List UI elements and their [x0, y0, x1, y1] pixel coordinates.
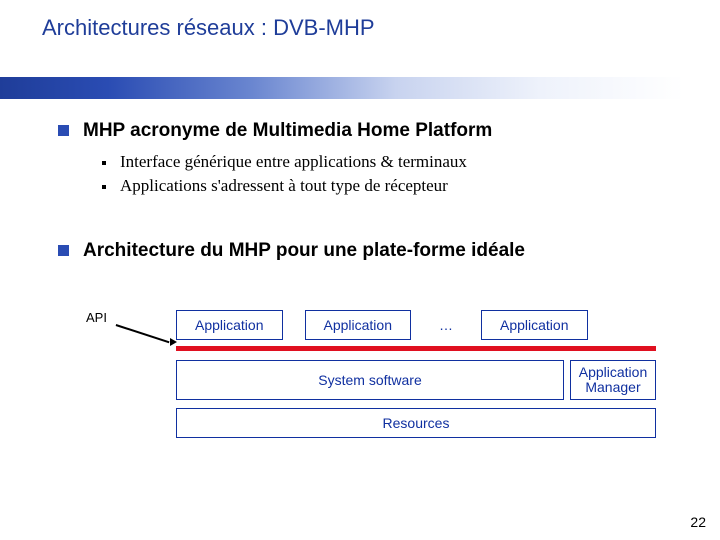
applications-row: Application Application … Application — [176, 310, 588, 340]
application-manager-box: Application Manager — [570, 360, 656, 400]
api-label: API — [86, 310, 107, 325]
bullet-2-text: Architecture du MHP pour une plate-forme… — [83, 240, 525, 262]
dot-bullet-icon — [102, 161, 106, 165]
mhp-architecture-diagram: API Application Application … Applicatio… — [86, 310, 671, 465]
bullet-1-subitems: Interface générique entre applications &… — [102, 152, 668, 196]
sub-bullet-1b: Applications s'adressent à tout type de … — [102, 176, 668, 196]
gradient-band — [0, 77, 720, 99]
sub-bullet-1b-text: Applications s'adressent à tout type de … — [120, 176, 448, 196]
application-box: Application — [176, 310, 283, 340]
page-number: 22 — [690, 514, 706, 530]
api-line — [176, 346, 656, 351]
resources-box: Resources — [176, 408, 656, 438]
sub-bullet-1a: Interface générique entre applications &… — [102, 152, 668, 172]
api-arrow-line — [116, 324, 170, 343]
application-box: Application — [481, 310, 588, 340]
system-row: System software Application Manager — [176, 360, 656, 400]
system-software-box: System software — [176, 360, 564, 400]
bullet-1-text: MHP acronyme de Multimedia Home Platform — [83, 120, 492, 142]
bullet-2: Architecture du MHP pour une plate-forme… — [58, 240, 668, 262]
app-manager-line2: Manager — [585, 380, 640, 395]
bullet-1: MHP acronyme de Multimedia Home Platform — [58, 120, 668, 142]
square-bullet-icon — [58, 245, 69, 256]
slide-title: Architectures réseaux : DVB-MHP — [42, 15, 375, 41]
app-manager-line1: Application — [579, 365, 648, 380]
content-area: MHP acronyme de Multimedia Home Platform… — [58, 120, 668, 262]
dot-bullet-icon — [102, 185, 106, 189]
application-box: Application — [305, 310, 412, 340]
square-bullet-icon — [58, 125, 69, 136]
sub-bullet-1a-text: Interface générique entre applications &… — [120, 152, 467, 172]
ellipsis-icon: … — [433, 317, 459, 333]
